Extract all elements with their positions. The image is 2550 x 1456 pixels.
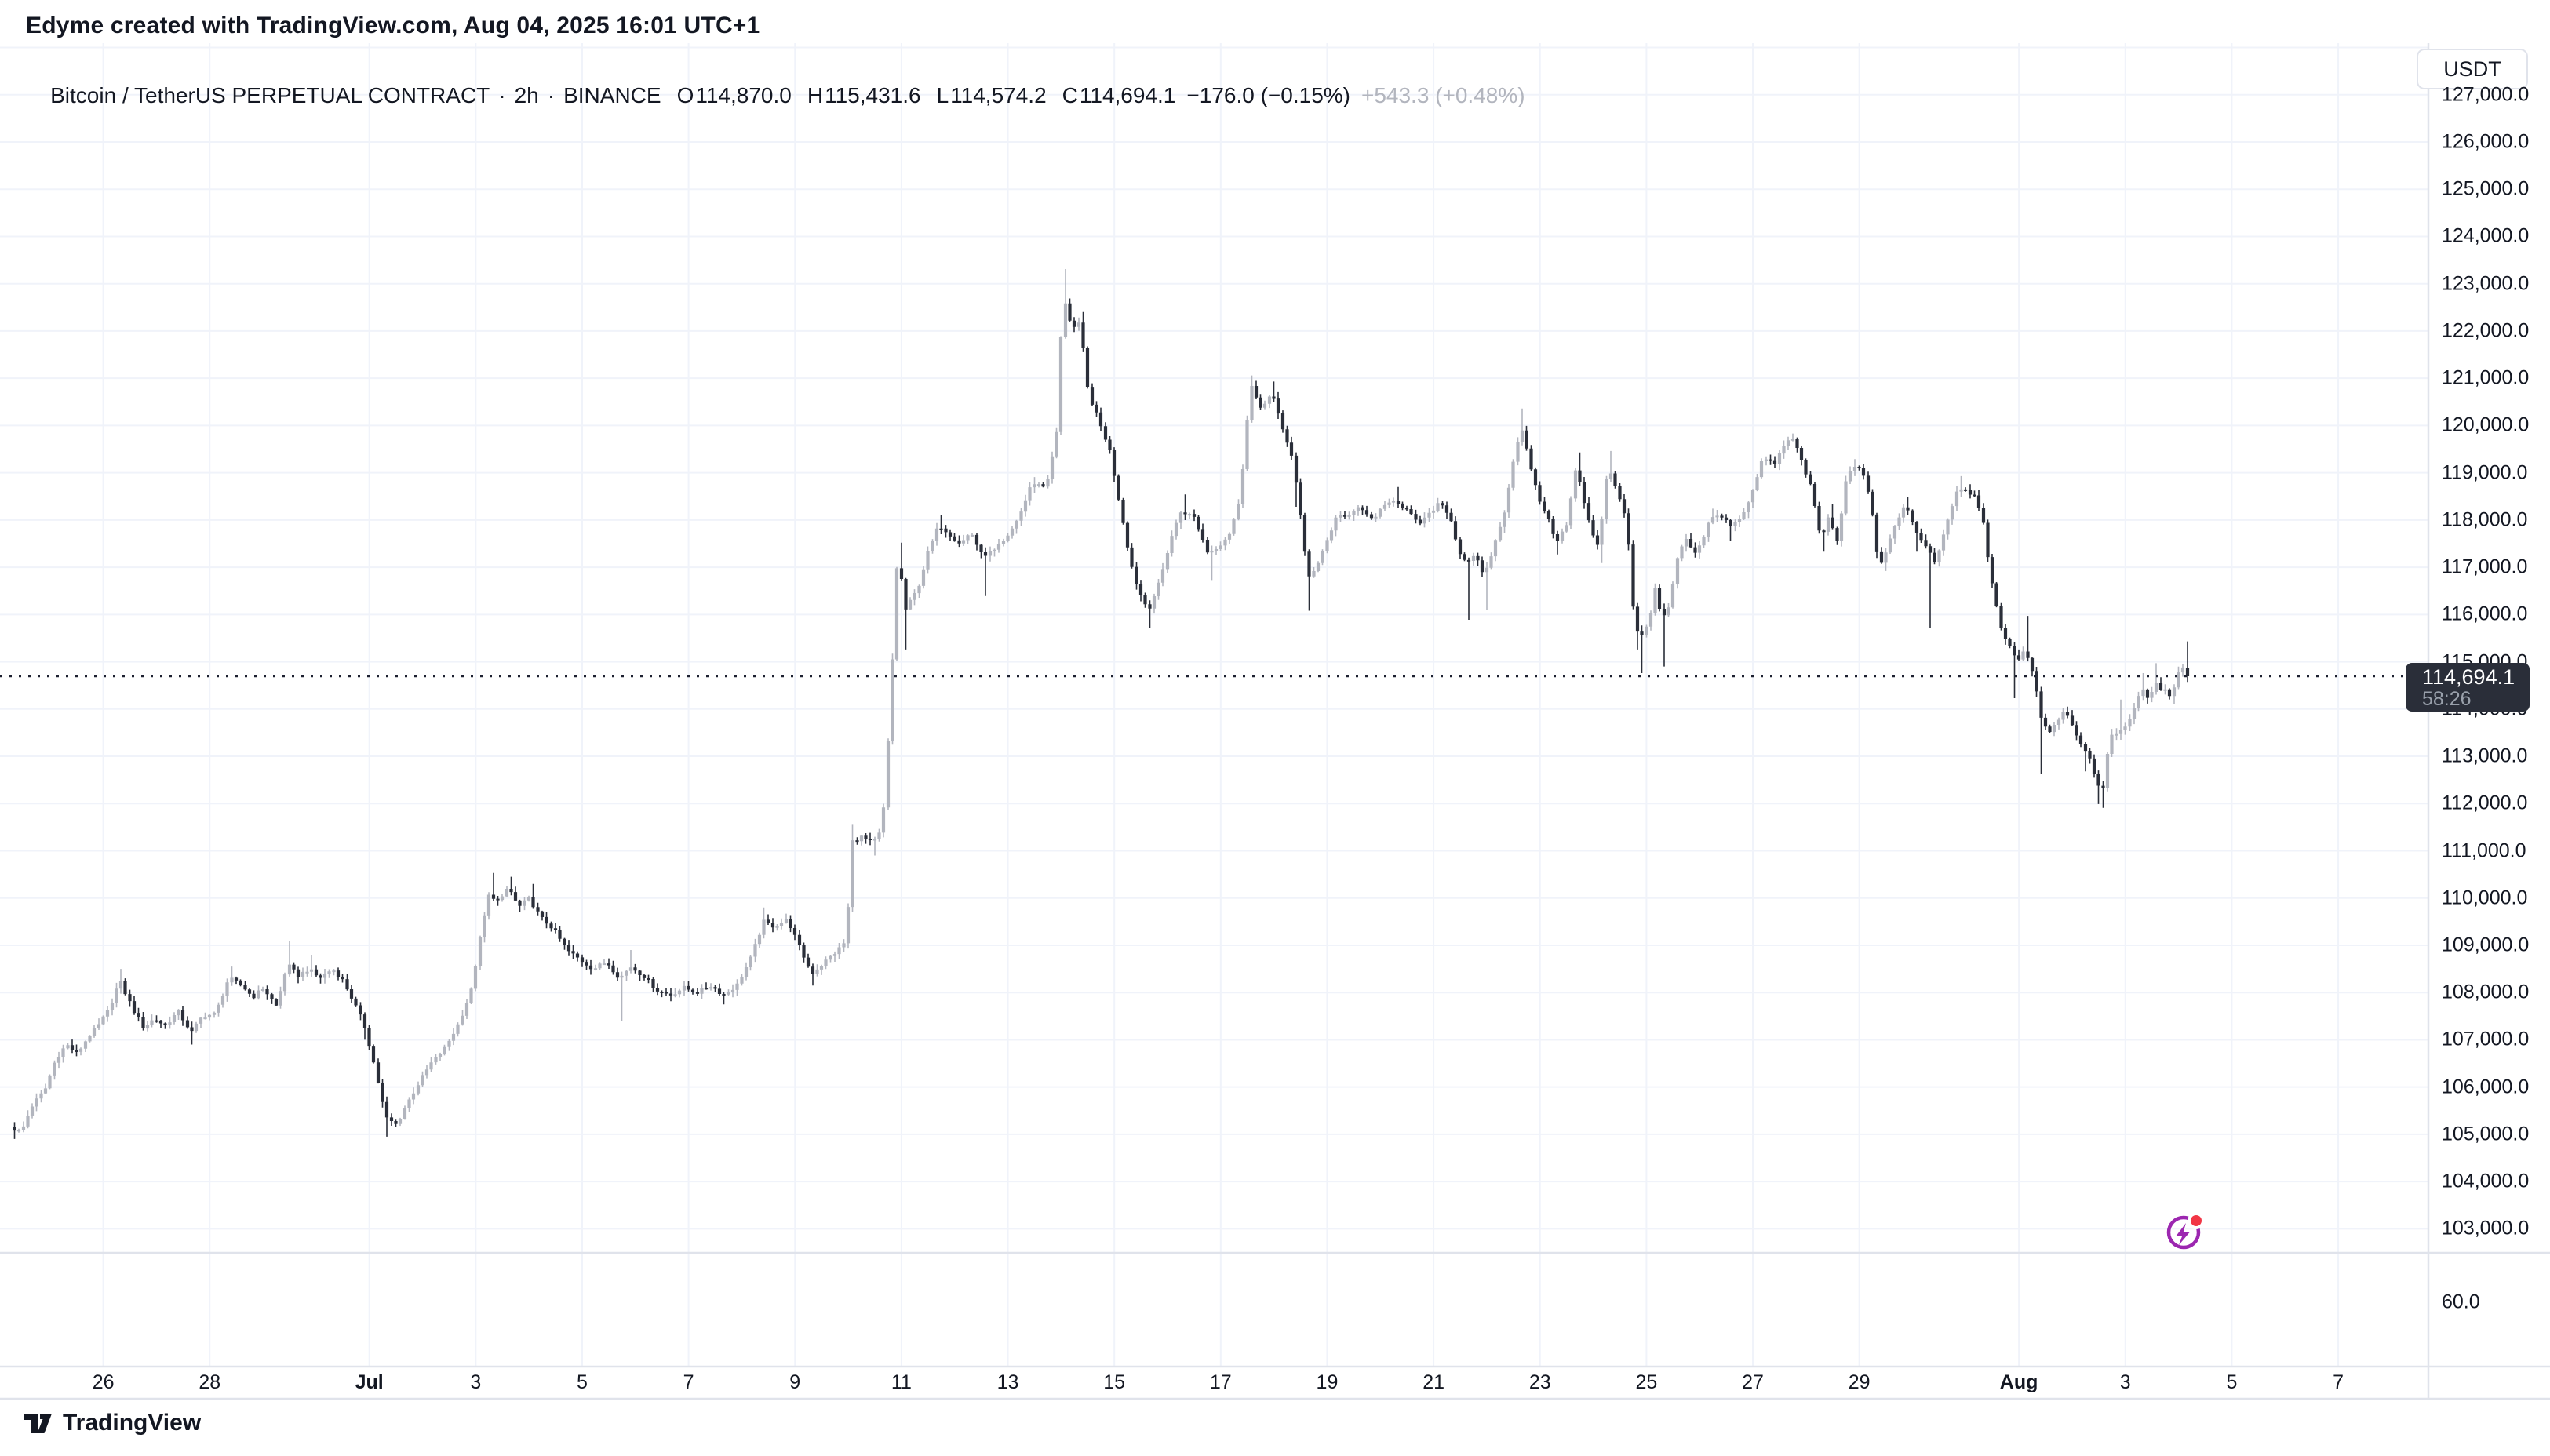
price-tick-label: 124,000.0: [2442, 224, 2530, 247]
tradingview-logo[interactable]: TradingView: [24, 1410, 201, 1436]
time-tick-label: 3: [2119, 1371, 2131, 1393]
time-tick-label: 3: [470, 1371, 482, 1393]
price-tick-label: 107,000.0: [2442, 1028, 2530, 1050]
close-value: 114,694.1: [1079, 83, 1176, 107]
exchange-label[interactable]: BINANCE: [563, 83, 661, 107]
price-tick-label: 123,000.0: [2442, 272, 2530, 295]
separator-dot: ·: [547, 83, 556, 107]
lightning-bolt-glyph: [2176, 1223, 2190, 1245]
notification-dot: [2191, 1215, 2202, 1226]
change-value: −176.0 (−0.15%): [1186, 83, 1350, 107]
flash-event-icon[interactable]: [2166, 1213, 2204, 1250]
low-value: 114,574.2: [950, 83, 1047, 107]
time-tick-label: 7: [683, 1371, 694, 1393]
currency-toggle-button[interactable]: USDT: [2417, 49, 2528, 89]
price-tick-label: 111,000.0: [2442, 839, 2526, 861]
price-tick-label: 126,000.0: [2442, 130, 2530, 153]
high-label: H: [807, 83, 824, 107]
time-tick-label: 9: [789, 1371, 801, 1393]
price-tick-label: 118,000.0: [2442, 508, 2528, 531]
time-tick-label: 29: [1848, 1371, 1871, 1393]
price-tick-label: 117,000.0: [2442, 555, 2528, 578]
price-tick-label: 106,000.0: [2442, 1076, 2530, 1098]
price-tick-label: 112,000.0: [2442, 792, 2528, 814]
time-tick-label: 27: [1742, 1371, 1764, 1393]
low-label: L: [936, 83, 949, 107]
last-price-value: 114,694.1: [2422, 665, 2515, 689]
secondary-change-value: +543.3 (+0.48%): [1361, 83, 1525, 107]
price-tick-label: 108,000.0: [2442, 981, 2530, 1003]
indicator-pane-tick-label: 60.0: [2442, 1290, 2480, 1313]
price-tick-label: 103,000.0: [2442, 1217, 2530, 1239]
price-tick-label: 110,000.0: [2442, 886, 2528, 909]
open-value: 114,870.0: [695, 83, 792, 107]
time-tick-month-label: Aug: [1999, 1371, 2038, 1393]
symbol-title-row: Bitcoin / TetherUS PERPETUAL CONTRACT · 2h…: [26, 58, 1525, 133]
tradingview-mark-icon: [24, 1413, 52, 1433]
tradingview-brand-text: TradingView: [63, 1410, 202, 1436]
time-tick-label: 13: [996, 1371, 1019, 1393]
time-tick-label: 19: [1316, 1371, 1339, 1393]
separator-dot: ·: [498, 83, 506, 107]
price-tick-label: 127,000.0: [2442, 83, 2530, 106]
last-price-badge[interactable]: 114,694.1 58:26: [2406, 663, 2530, 712]
time-tick-label: 23: [1528, 1371, 1551, 1393]
time-tick-month-label: Jul: [355, 1371, 384, 1393]
time-tick-label: 17: [1209, 1371, 1232, 1393]
price-tick-label: 120,000.0: [2442, 413, 2530, 436]
price-tick-label: 121,000.0: [2442, 366, 2530, 389]
bar-countdown: 58:26: [2422, 688, 2472, 710]
interval-label[interactable]: 2h: [514, 83, 539, 107]
time-tick-label: 15: [1103, 1371, 1126, 1393]
snapshot-attribution: Edyme created with TradingView.com, Aug …: [26, 13, 760, 38]
time-tick-label: 5: [2226, 1371, 2238, 1393]
time-tick-label: 28: [199, 1371, 221, 1393]
time-tick-label: 21: [1423, 1371, 1444, 1393]
time-tick-label: 26: [92, 1371, 115, 1393]
open-label: O: [676, 83, 694, 107]
price-tick-label: 104,000.0: [2442, 1170, 2530, 1192]
price-tick-label: 122,000.0: [2442, 319, 2530, 342]
symbol-description[interactable]: Bitcoin / TetherUS PERPETUAL CONTRACT: [50, 83, 490, 107]
price-tick-label: 116,000.0: [2442, 602, 2528, 625]
price-tick-label: 125,000.0: [2442, 177, 2530, 200]
price-tick-label: 109,000.0: [2442, 934, 2530, 956]
price-tick-label: 119,000.0: [2442, 461, 2528, 484]
price-tick-label: 113,000.0: [2442, 744, 2528, 767]
high-value: 115,431.6: [825, 83, 921, 107]
close-label: C: [1062, 83, 1078, 107]
time-tick-label: 5: [577, 1371, 588, 1393]
time-tick-label: 11: [891, 1371, 912, 1393]
time-tick-label: 25: [1635, 1371, 1658, 1393]
price-tick-label: 105,000.0: [2442, 1123, 2530, 1145]
time-tick-label: 7: [2333, 1371, 2344, 1393]
